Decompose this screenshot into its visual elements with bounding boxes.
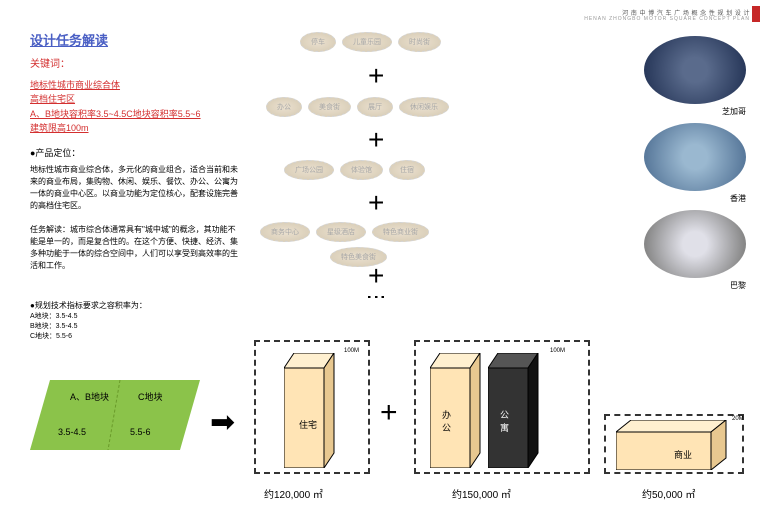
city-label: 香港 [644, 193, 746, 204]
parcel-c-ratio: 5.5-6 [130, 427, 151, 437]
plus-icon: + [380, 396, 398, 430]
block-label: 办 公 [442, 408, 451, 434]
product-label: ●产品定位： [30, 146, 80, 159]
keyword-line: 地标性城市商业综合体 [30, 78, 201, 92]
city-image-paris [644, 210, 746, 278]
parcel-ab-label: A、B地块 [70, 391, 109, 402]
metric-line: A地块：3.5-4.5 [30, 312, 77, 322]
block-label: 商业 [674, 448, 692, 461]
keyword-line: A、B地块容积率3.5~4.5C地块容积率5.5~6 [30, 107, 201, 121]
keyword-line: 高档住宅区 [30, 92, 201, 106]
bubble: 星级酒店 [316, 222, 366, 242]
plus-icon: + [368, 60, 384, 92]
page-title: 设计任务解读 [30, 30, 108, 49]
metrics-label: ●规划技术指标要求之容积率为： [30, 300, 147, 311]
bubble: 展厅 [357, 97, 393, 117]
bubble: 特色商业街 [372, 222, 429, 242]
product-text: 地标性城市商业综合体，多元化的商业组合，适合当前和未来的商业布局，集购物、休闲、… [30, 164, 240, 212]
arrow-icon: ➡ [210, 405, 235, 440]
area-label: 约50,000 ㎡ [642, 486, 695, 501]
header-title-en: HENAN ZHONGBO MOTOR SQUARE CONCEPT PLAN [584, 16, 750, 22]
height-label: 100M [550, 348, 565, 354]
block-commercial [616, 420, 736, 470]
metric-line: B地块：3.5-4.5 [30, 322, 77, 332]
ellipsis-icon: ⋮ [364, 287, 388, 305]
keyword-line: 建筑限高100m [30, 121, 201, 135]
bubble: 体验馆 [340, 160, 383, 180]
city-label: 芝加哥 [644, 106, 746, 117]
bubble: 休闲娱乐 [399, 97, 449, 117]
parcel-ab-ratio: 3.5-4.5 [58, 427, 86, 437]
block-apartment [488, 353, 548, 468]
city-column: 芝加哥 香港 巴黎 [644, 36, 746, 297]
plus-icon: + [368, 187, 384, 219]
block-label: 住宅 [299, 418, 317, 431]
metrics-list: A地块：3.5-4.5 B地块：3.5-4.5 C地块：5.5-6 [30, 312, 77, 341]
keywords-label: 关键词： [30, 55, 70, 70]
metric-line: C地块：5.5-6 [30, 332, 77, 342]
block-label: 公 寓 [500, 408, 509, 434]
city-image-chicago [644, 36, 746, 104]
task-text: 任务解读：城市综合体通常具有"城中城"的概念，其功能不能是单一的，而是复合性的。… [30, 224, 240, 272]
city-image-hongkong [644, 123, 746, 191]
block-residential [284, 353, 344, 468]
bubble: 美食街 [308, 97, 351, 117]
header-logo [752, 6, 760, 22]
area-label: 约150,000 ㎡ [452, 486, 511, 501]
plus-icon: + [368, 124, 384, 156]
city-label: 巴黎 [644, 280, 746, 291]
bubble: 儿童乐园 [342, 32, 392, 52]
bubble: 广场公园 [284, 160, 334, 180]
height-label: 100M [344, 348, 359, 354]
area-label: 约120,000 ㎡ [264, 486, 323, 501]
bubble: 停车 [300, 32, 336, 52]
block-office [430, 353, 490, 468]
keywords-list: 地标性城市商业综合体 高档住宅区 A、B地块容积率3.5~4.5C地块容积率5.… [30, 78, 201, 136]
bubble: 办公 [266, 97, 302, 117]
bubble: 商务中心 [260, 222, 310, 242]
bubble: 住宿 [389, 160, 425, 180]
parcel-diagram: A、B地块 C地块 3.5-4.5 5.5-6 [30, 380, 200, 450]
parcel-c-label: C地块 [138, 391, 163, 402]
block-diagram-area: 100M 住宅 约120,000 ㎡ + 办 公 公 寓 100M 约150,0… [254, 328, 754, 508]
height-label: 20M [732, 416, 744, 422]
bubble-cloud: 停车 儿童乐园 时尚街 + 办公 美食街 展厅 休闲娱乐 + 广场公园 体验馆 … [260, 32, 500, 292]
bubble: 时尚街 [398, 32, 441, 52]
